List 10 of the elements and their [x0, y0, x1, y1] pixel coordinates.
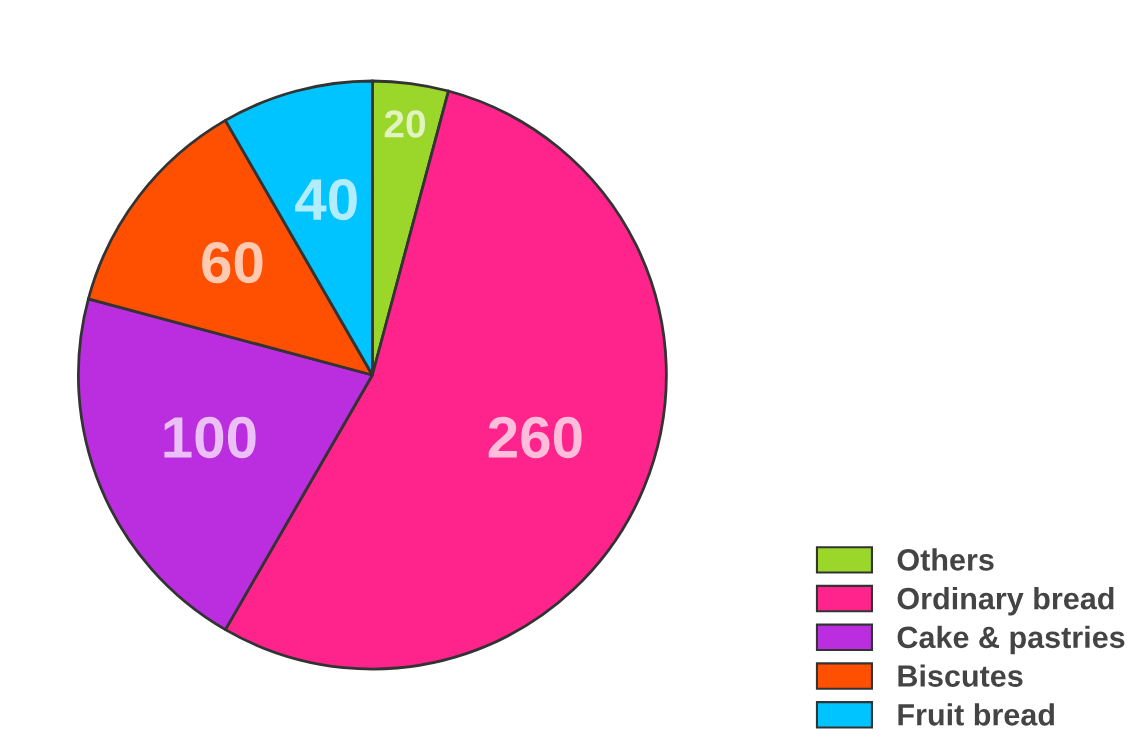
legend-label: Cake & pastries — [897, 625, 1125, 655]
data-label: 20 — [384, 110, 426, 138]
legend-label: Biscutes — [898, 664, 1023, 687]
data-label: 260 — [488, 416, 582, 459]
legend-label: Ordinary bread — [897, 587, 1114, 616]
data-label: 40 — [295, 178, 357, 221]
legend-label: Fruit bread — [898, 703, 1054, 726]
data-label: 100 — [164, 416, 256, 459]
legend-label: Others — [897, 548, 994, 571]
data-label: 60 — [202, 241, 263, 284]
